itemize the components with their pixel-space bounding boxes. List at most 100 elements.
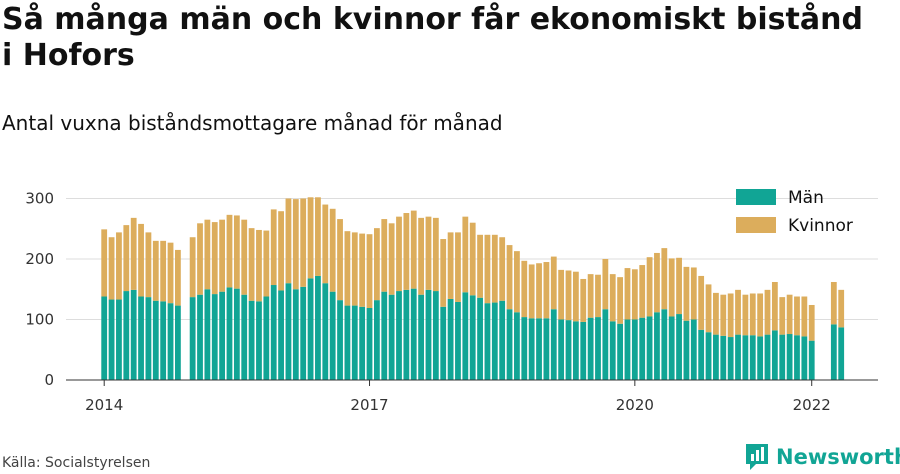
bar-man	[572, 321, 579, 380]
bar-kvinnor	[167, 242, 174, 304]
bar-kvinnor	[543, 262, 550, 319]
bar-kvinnor	[152, 240, 159, 301]
bar-man	[204, 289, 211, 380]
bar-man	[764, 334, 771, 380]
bar-man	[794, 335, 800, 380]
bar-kvinnor	[138, 223, 144, 297]
bar-kvinnor	[455, 232, 461, 302]
bar-kvinnor	[698, 275, 705, 330]
bar-kvinnor	[322, 204, 329, 284]
bar-kvinnor	[528, 264, 535, 319]
bar-kvinnor	[116, 232, 122, 300]
bar-man	[233, 288, 240, 380]
bar-man	[514, 312, 520, 380]
bar-man	[469, 295, 476, 380]
bar-kvinnor	[263, 230, 270, 297]
bar-man	[558, 319, 565, 380]
bar-man	[838, 327, 845, 380]
bar-man	[528, 318, 535, 380]
bar-man	[425, 289, 432, 380]
bar-kvinnor	[742, 294, 749, 336]
bar-man	[381, 291, 388, 380]
legend-item-man-swatch	[736, 189, 776, 205]
bar-man	[263, 296, 270, 380]
bar-kvinnor	[705, 284, 712, 333]
y-tick-label: 100	[25, 311, 54, 329]
bar-kvinnor	[587, 274, 594, 318]
bar-kvinnor	[609, 274, 616, 322]
bar-man	[256, 301, 262, 380]
bar-man	[455, 301, 461, 380]
bar-man	[130, 289, 137, 380]
bar-kvinnor	[300, 198, 307, 287]
axes: 0 100 200 300 2014 2017 2020 2022	[25, 190, 878, 414]
bar-kvinnor	[808, 304, 815, 341]
bar-kvinnor	[175, 249, 181, 306]
bar-kvinnor	[344, 231, 351, 306]
bar-man	[491, 302, 498, 380]
bar-kvinnor	[565, 270, 572, 321]
bar-man	[462, 292, 469, 380]
bar-man	[654, 312, 660, 380]
bar-kvinnor	[572, 271, 579, 322]
bar-kvinnor	[580, 278, 587, 322]
bar-man	[771, 330, 778, 380]
bar-man	[698, 329, 705, 380]
bar-kvinnor	[477, 234, 483, 298]
bar-kvinnor	[204, 219, 211, 290]
bar-kvinnor	[749, 293, 756, 336]
chart: 0 100 200 300 2014 2017 2020 2022 Män Kvinnor	[25, 188, 878, 414]
bar-man	[447, 298, 454, 380]
bar-kvinnor	[462, 216, 469, 293]
bar-kvinnor	[764, 289, 771, 335]
newsworthy-logo[interactable]: Newsworthy	[744, 442, 900, 472]
bar-man	[521, 317, 528, 380]
bar-kvinnor	[469, 222, 476, 296]
bar-kvinnor	[123, 225, 130, 292]
bar-kvinnor	[351, 232, 358, 306]
bar-kvinnor	[219, 219, 226, 292]
bar-man	[344, 305, 351, 380]
bar-man	[609, 321, 616, 380]
bar-man	[278, 290, 284, 380]
bar-kvinnor	[373, 228, 380, 301]
bar-man	[631, 319, 638, 380]
bar-man	[720, 335, 727, 380]
legend-item-kvinnor-swatch	[736, 217, 776, 233]
bar-man	[403, 289, 410, 380]
bar-kvinnor	[359, 233, 366, 307]
bar-man	[639, 317, 646, 380]
bar-man	[506, 309, 513, 380]
bar-kvinnor	[233, 215, 240, 289]
bar-man	[735, 334, 741, 380]
bar-man	[477, 297, 483, 380]
bar-man	[595, 317, 601, 380]
bar-man	[189, 297, 196, 380]
bar-kvinnor	[624, 268, 631, 320]
x-tick-label: 2017	[350, 396, 388, 414]
bar-man	[366, 308, 373, 380]
bar-kvinnor	[270, 209, 277, 286]
bar-man	[550, 309, 557, 380]
bar-kvinnor	[550, 256, 557, 310]
bar-kvinnor	[484, 234, 491, 304]
bar-kvinnor	[197, 223, 203, 295]
bar-kvinnor	[160, 240, 167, 302]
bar-kvinnor	[838, 289, 845, 328]
bar-man	[152, 300, 159, 380]
bar-kvinnor	[432, 217, 439, 292]
source-note: Källa: Socialstyrelsen	[2, 455, 151, 471]
bar-man	[175, 305, 181, 380]
bar-man	[322, 283, 329, 380]
bar-man	[101, 296, 108, 380]
bar-kvinnor	[211, 222, 218, 295]
bar-man	[138, 296, 144, 380]
bar-man	[587, 317, 594, 380]
bar-kvinnor	[676, 257, 682, 315]
bar-man	[683, 320, 690, 380]
bar-man	[499, 300, 506, 380]
bar-kvinnor	[101, 229, 108, 297]
bar-kvinnor	[735, 289, 741, 335]
bar-man	[440, 306, 447, 380]
bar-man	[705, 332, 712, 380]
